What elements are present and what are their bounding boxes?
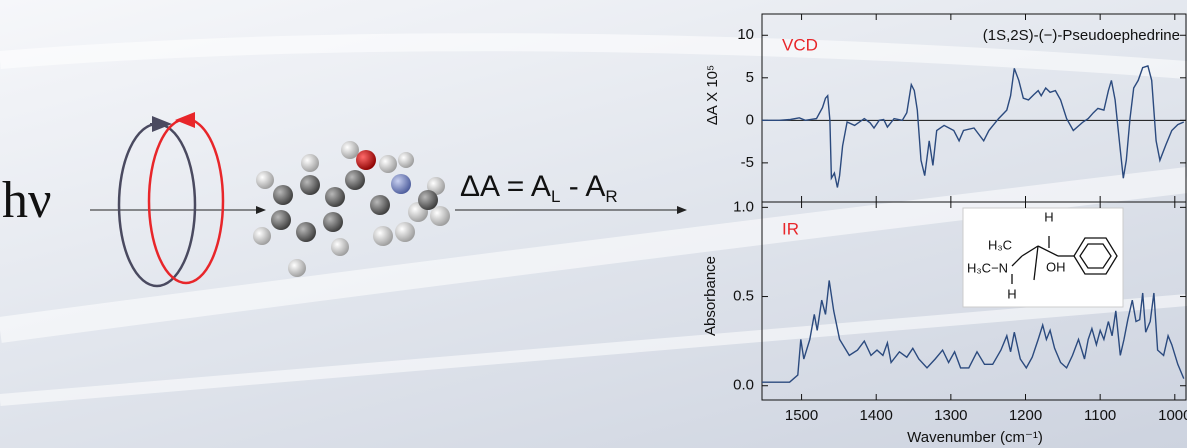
x-tick-label: 1400 (860, 407, 893, 424)
formula: ΔA = AL - AR (460, 170, 618, 207)
y-tick-label: 1.0 (733, 198, 754, 215)
atom-label: H (1007, 286, 1016, 301)
ir-label: IR (782, 219, 799, 238)
atom-label: OH (1046, 259, 1066, 274)
x-tick-label: 1200 (1009, 407, 1042, 424)
background-streaks (0, 33, 1187, 406)
spectrum-line (762, 280, 1185, 383)
compound-name: (1S,2S)-(−)-Pseudoephedrine (983, 27, 1180, 44)
formula-subscript: R (605, 187, 617, 206)
atom-label: H₃C (988, 237, 1012, 252)
y-tick-label: 0.0 (733, 377, 754, 394)
atom-label: H₃C−N (967, 260, 1008, 275)
y-tick-label: 10 (737, 26, 754, 43)
y-axis-label: ΔA X 10⁵ (704, 65, 721, 125)
y-tick-label: 5 (746, 69, 754, 86)
molecule (253, 141, 450, 277)
formula-part: - A (560, 170, 605, 203)
structure-inset: H H₃C H₃C−N OH H (962, 207, 1124, 308)
spectrum-line (762, 65, 1185, 188)
plot-frame (761, 201, 1187, 401)
x-axis-label: Wavenumber (cm⁻¹) (907, 429, 1043, 446)
vcd-label: VCD (782, 35, 818, 54)
y-tick-label: -5 (741, 154, 754, 171)
y-axis-label: Absorbance (702, 256, 719, 336)
formula-subscript: L (551, 187, 560, 206)
x-tick-label: 1100 (1084, 407, 1116, 424)
y-tick-label: 0.5 (733, 288, 754, 305)
formula-part: ΔA = A (460, 170, 551, 203)
photon-symbol: hν (2, 172, 52, 229)
x-tick-label: 1300 (934, 407, 967, 424)
atom-label: H (1044, 209, 1053, 224)
y-tick-label: 0 (746, 111, 754, 128)
x-tick-label: 1000 (1158, 407, 1187, 424)
x-tick-label: 1500 (785, 407, 818, 424)
